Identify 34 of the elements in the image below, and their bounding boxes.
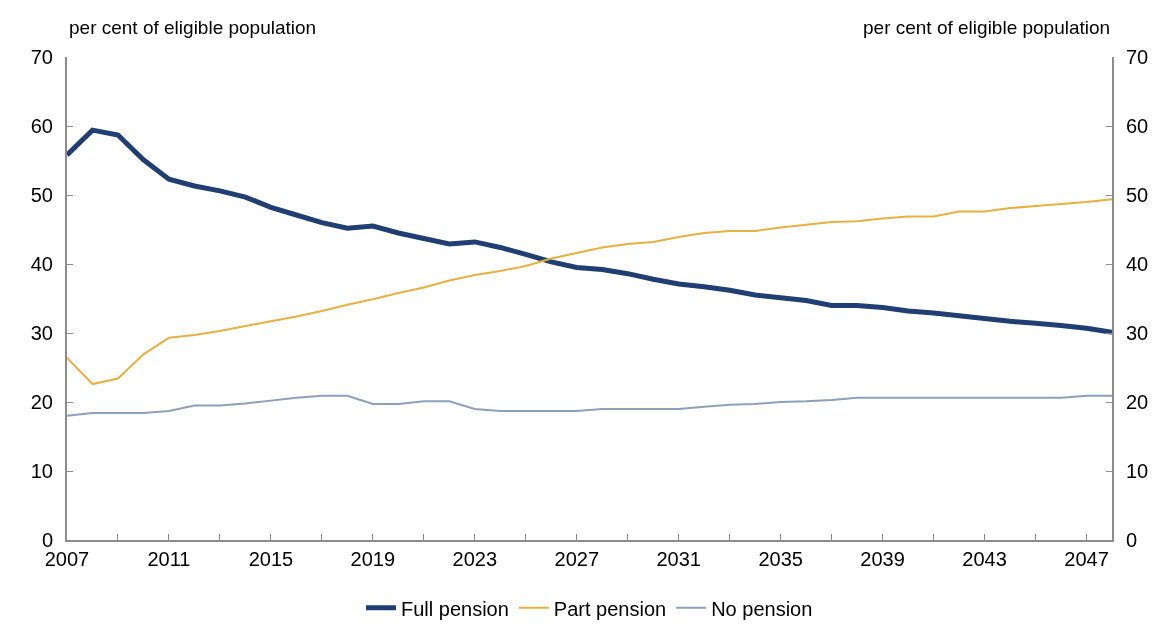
x-tick-label: 2047 <box>1064 548 1109 570</box>
y-tick-label: 70 <box>30 46 53 68</box>
y2-tick-label: 50 <box>1126 184 1149 206</box>
x-tick-label: 2027 <box>554 548 600 570</box>
x-tick-label: 2023 <box>452 548 498 570</box>
x-tick-label: 2035 <box>758 548 803 570</box>
x-tick-label: 2039 <box>860 548 905 570</box>
y2-axis-title: per cent of eligible population <box>863 17 1111 38</box>
y-tick-label: 30 <box>30 322 53 344</box>
y-tick-label: 50 <box>30 184 53 206</box>
x-tick-label: 2019 <box>350 548 396 570</box>
y-axis-title: per cent of eligible population <box>69 17 317 38</box>
x-tick-label: 2043 <box>962 548 1007 570</box>
y2-tick-label: 10 <box>1126 460 1149 482</box>
legend-label: Part pension <box>553 597 667 620</box>
x-tick-label: 2007 <box>44 548 90 570</box>
y2-tick-label: 40 <box>1126 253 1149 275</box>
y2-tick-label: 70 <box>1126 46 1149 68</box>
y-tick-label: 0 <box>41 529 53 551</box>
x-tick-label: 2015 <box>248 548 294 570</box>
y-tick-label: 60 <box>30 115 53 137</box>
x-tick-label: 2031 <box>656 548 701 570</box>
y2-tick-label: 20 <box>1126 391 1149 413</box>
y2-tick-label: 60 <box>1126 115 1149 137</box>
y-tick-label: 40 <box>30 253 53 275</box>
y-tick-label: 10 <box>30 460 53 482</box>
legend-label: Full pension <box>401 597 509 620</box>
line-series <box>67 198 1112 386</box>
line-series <box>67 394 1112 417</box>
y2-tick-label: 30 <box>1126 322 1149 344</box>
x-tick-label: 2011 <box>147 548 191 570</box>
y-tick-label: 20 <box>30 391 53 413</box>
y2-tick-label: 0 <box>1126 529 1138 551</box>
legend-label: No pension <box>711 597 813 620</box>
